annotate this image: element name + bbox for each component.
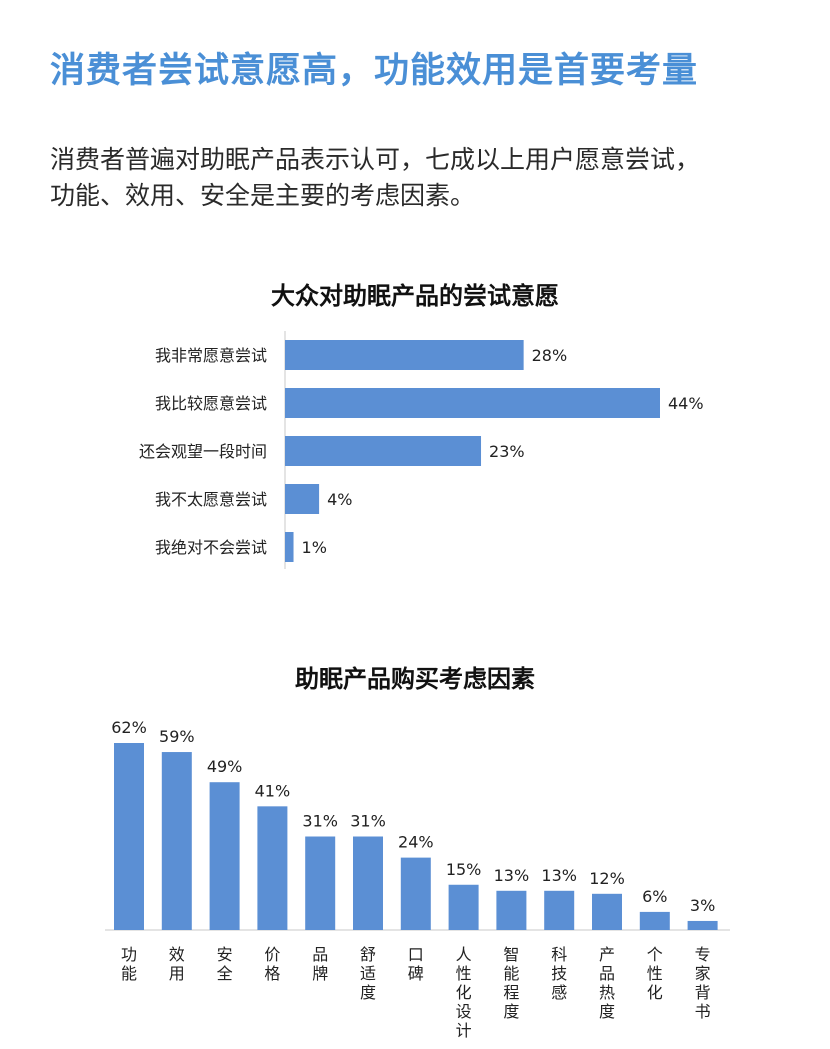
chart2-value-label: 13%: [541, 866, 577, 885]
chart1-value-label: 44%: [668, 394, 704, 413]
chart2-bar: [400, 857, 431, 930]
chart2-category-label: 家: [695, 964, 711, 983]
chart2-category-label: 能: [121, 964, 137, 983]
chart2-category-label: 科: [551, 945, 567, 964]
chart1-category-label: 我不太愿意尝试: [155, 490, 267, 509]
chart2-category-label: 产: [599, 945, 615, 964]
chart2-category-label: 功: [121, 945, 137, 964]
chart2-value-label: 12%: [589, 869, 625, 888]
chart2-bar: [114, 743, 144, 930]
chart2-bar: [448, 884, 479, 930]
chart2-category-label: 品: [599, 964, 615, 983]
chart2-category-label: 度: [599, 1002, 615, 1021]
chart1-category-label: 我非常愿意尝试: [155, 346, 267, 365]
chart2-bar: [544, 890, 575, 930]
chart2-title: 助眠产品购买考虑因素: [295, 665, 535, 693]
chart2-category-label: 感: [551, 983, 567, 1002]
chart2-value-label: 15%: [446, 860, 482, 879]
intro-paragraph: 消费者普遍对助眠产品表示认可，七成以上用户愿意尝试， 功能、效用、安全是主要的考…: [50, 142, 790, 214]
chart2-bar: [687, 920, 718, 930]
chart2-category-label: 性: [456, 964, 472, 983]
chart2-value-label: 31%: [350, 812, 386, 831]
chart2-category-label: 书: [695, 1002, 711, 1021]
chart2-category-label: 效: [169, 945, 185, 964]
chart1-bar: [285, 436, 482, 466]
chart2-category-label: 人: [456, 945, 472, 964]
chart2-category-label: 口: [408, 945, 424, 964]
chart2-value-label: 41%: [255, 781, 291, 800]
willingness-bar-chart: 我非常愿意尝试 28% 我比较愿意尝试 44% 还会观望一段时间 23% 我不太愿意尝试 4%…: [139, 331, 704, 569]
chart2-value-label: 62%: [111, 718, 147, 737]
chart2-value-label: 49%: [207, 757, 243, 776]
chart2-category-label: 计: [456, 1021, 472, 1040]
chart2-category-label: 智: [503, 945, 519, 964]
chart2-category-label: 背: [695, 983, 711, 1002]
chart2-value-label: 59%: [159, 727, 195, 746]
chart1-value-label: 1%: [302, 538, 327, 557]
purchase-factors-bar-chart: 62%功能59%效用49%安全41%价格31%品牌31%舒适度24%口碑15%人…: [105, 718, 730, 1040]
chart2-bar: [496, 890, 527, 930]
chart2-category-label: 舒: [360, 945, 376, 964]
chart2-category-label: 度: [503, 1002, 519, 1021]
page-headline: 消费者尝试意愿高，功能效用是首要考量: [50, 51, 699, 91]
chart1-value-label: 23%: [489, 442, 525, 461]
chart2-category-label: 安: [217, 945, 233, 964]
chart2-bar: [209, 782, 240, 930]
chart2-bar: [639, 911, 670, 930]
intro-line-2: 功能、效用、安全是主要的考虑因素。: [50, 181, 476, 210]
chart2-category-label: 化: [647, 983, 663, 1002]
chart2-category-label: 技: [551, 964, 567, 983]
chart1-category-label: 我绝对不会尝试: [155, 538, 267, 557]
chart2-value-label: 24%: [398, 833, 434, 852]
chart1-title: 大众对助眠产品的尝试意愿: [271, 282, 559, 310]
chart1-category-label: 还会观望一段时间: [139, 442, 267, 461]
chart2-category-label: 个: [647, 945, 663, 964]
chart2-category-label: 程: [503, 983, 519, 1002]
chart2-value-label: 13%: [494, 866, 530, 885]
chart2-category-label: 化: [456, 983, 472, 1002]
chart2-category-label: 度: [360, 983, 376, 1002]
chart2-category-label: 适: [360, 964, 376, 983]
chart2-bar: [353, 836, 383, 930]
chart2-category-label: 品: [312, 945, 328, 964]
chart2-category-label: 全: [217, 964, 233, 983]
chart1-value-label: 4%: [327, 490, 352, 509]
chart2-bar: [257, 806, 288, 930]
chart2-category-label: 设: [456, 1002, 472, 1021]
chart2-bar: [305, 836, 336, 930]
chart1-bar: [285, 484, 320, 514]
chart2-category-label: 热: [599, 983, 615, 1002]
chart2-category-label: 用: [169, 964, 185, 983]
chart1-category-label: 我比较愿意尝试: [155, 394, 267, 413]
chart2-bar: [592, 893, 622, 930]
chart1-bar: [285, 388, 660, 418]
chart2-value-label: 3%: [690, 896, 715, 915]
chart2-category-label: 性: [647, 964, 663, 983]
chart2-bar: [161, 752, 192, 930]
chart2-category-label: 牌: [312, 964, 328, 983]
chart1-value-label: 28%: [532, 346, 568, 365]
chart2-category-label: 专: [695, 945, 711, 964]
chart2-category-label: 价: [264, 945, 280, 964]
chart2-category-label: 能: [503, 964, 519, 983]
intro-line-1: 消费者普遍对助眠产品表示认可，七成以上用户愿意尝试，: [50, 145, 701, 174]
chart1-bar: [285, 532, 294, 562]
chart2-category-label: 格: [264, 964, 280, 983]
chart1-bar: [285, 340, 524, 370]
chart2-value-label: 31%: [302, 812, 338, 831]
chart2-category-label: 碑: [408, 964, 424, 983]
chart2-value-label: 6%: [642, 887, 667, 906]
